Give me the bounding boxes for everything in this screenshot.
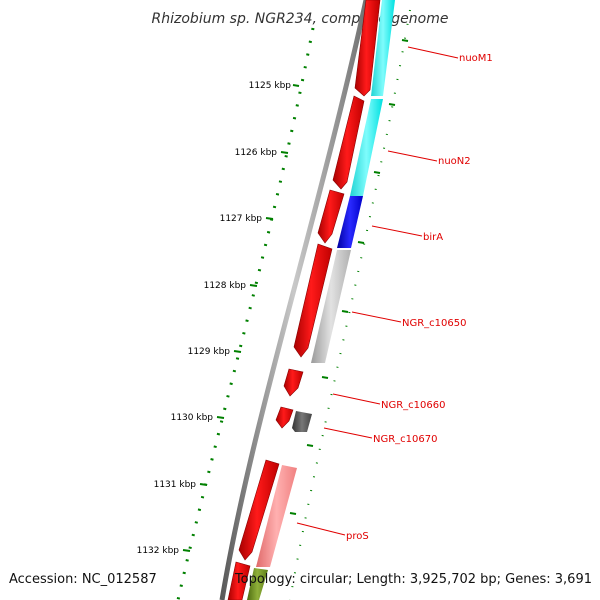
cds-arrow-5 (275, 406, 294, 429)
tick-label-1126: 1126 kbp (235, 148, 278, 158)
gene-label-proS: proS (346, 531, 369, 542)
label-line-NGR-c10660 (332, 393, 381, 405)
inner-tick (388, 103, 396, 106)
scale-ticks (182, 84, 300, 552)
gene-NGR-c10670 (292, 411, 312, 432)
inner-ticks (289, 39, 409, 515)
gene-proS (256, 465, 297, 567)
cds-arrow-4 (293, 243, 333, 358)
scale-tick-labels: 1125 kbp 1126 kbp 1127 kbp 1128 kbp 1129… (137, 81, 292, 556)
inner-tick (341, 310, 349, 313)
tick-1129 (233, 350, 242, 353)
label-line-proS (296, 522, 346, 536)
gene-track (247, 0, 395, 600)
label-line-NGR-c10670 (323, 427, 373, 439)
gene-label-NGR-c10650: NGR_c10650 (402, 318, 467, 329)
inner-tick (321, 376, 329, 379)
gene-nuoM1 (371, 0, 395, 96)
genome-backbone (219, 0, 369, 600)
tick-label-1127: 1127 kbp (220, 214, 263, 224)
cds-arrow-3 (317, 189, 345, 244)
accession-text: Accession: NC_012587 (9, 572, 157, 587)
tick-label-1130: 1130 kbp (171, 413, 214, 423)
gene-label-NGR-c10660: NGR_c10660 (381, 400, 446, 411)
label-line-NGR-c10650 (351, 311, 402, 323)
map-title: Rhizobium sp. NGR234, complete genome (152, 11, 449, 27)
label-line-nuoM1 (407, 46, 459, 59)
tick-1131 (199, 483, 208, 486)
tick-label-1128: 1128 kbp (204, 281, 247, 291)
gene-label-birA: birA (423, 232, 443, 243)
tick-1126 (280, 151, 289, 154)
cds-arrow-6 (238, 459, 280, 561)
cds-track (227, 0, 381, 600)
gene-labels: nuoM1 nuoN2 birA NGR_c10650 NGR_c10660 N… (346, 53, 493, 542)
inner-tick (373, 171, 381, 174)
cds-arrow-7 (227, 561, 251, 600)
tick-1128 (249, 284, 258, 287)
tick-label-1132: 1132 kbp (137, 546, 180, 556)
tick-1127 (265, 217, 274, 220)
gene-next (247, 568, 268, 600)
tick-1125 (292, 84, 300, 87)
tick-1132 (182, 549, 191, 552)
label-lines (296, 46, 459, 536)
label-line-birA (371, 225, 423, 237)
inner-tick (306, 444, 314, 447)
topology-text: Topology: circular; Length: 3,925,702 bp… (234, 572, 592, 587)
tick-1130 (216, 416, 225, 419)
inner-tick (289, 512, 297, 515)
cds-arrow-ngr-c10660 (283, 368, 304, 397)
tick-label-1125: 1125 kbp (249, 81, 292, 91)
gene-label-nuoN2: nuoN2 (438, 156, 471, 167)
cds-arrow-2 (332, 95, 365, 190)
gene-birA (337, 196, 363, 248)
gene-label-nuoM1: nuoM1 (459, 53, 493, 64)
cds-arrow-1 (354, 0, 381, 97)
gene-NGR-c10650 (311, 250, 351, 363)
gene-nuoN2 (350, 99, 383, 196)
inner-tick (357, 241, 365, 244)
gene-label-NGR-c10670: NGR_c10670 (373, 434, 438, 445)
inner-tick (401, 39, 409, 42)
tick-label-1129: 1129 kbp (188, 347, 231, 357)
label-line-nuoN2 (387, 150, 438, 162)
tick-label-1131: 1131 kbp (154, 480, 197, 490)
